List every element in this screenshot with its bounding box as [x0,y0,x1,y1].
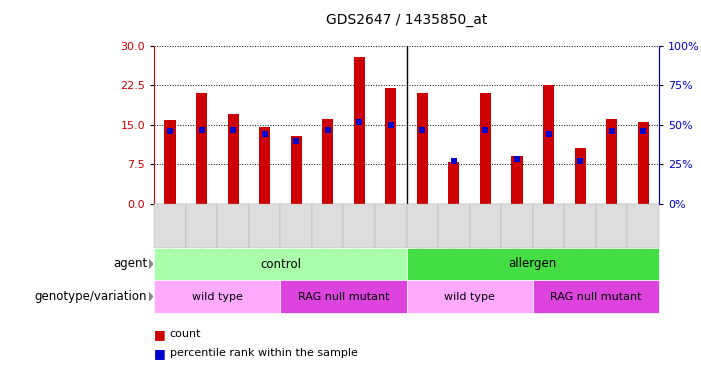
Point [291,137,302,144]
Point [353,119,365,125]
Bar [291,136,301,204]
Point [606,128,617,134]
Text: RAG null mutant: RAG null mutant [550,291,641,302]
Bar [480,93,491,204]
Bar [322,119,333,204]
Text: wild type: wild type [192,291,243,302]
Bar [165,119,175,204]
Polygon shape [149,260,153,269]
Point [479,126,491,132]
Bar [575,149,585,204]
Point [511,156,522,162]
Bar [196,93,207,204]
Bar [417,93,428,204]
Point [322,126,334,132]
Text: wild type: wild type [444,291,495,302]
Text: RAG null mutant: RAG null mutant [298,291,389,302]
Point [259,131,271,137]
Bar [386,88,396,204]
Point [637,128,648,134]
Text: genotype/variation: genotype/variation [35,290,147,303]
Bar [259,127,270,204]
Point [227,126,238,132]
Point [196,126,207,132]
Text: count: count [170,329,201,339]
Point [164,128,175,134]
Bar [449,162,459,204]
Bar [512,156,522,204]
Text: GDS2647 / 1435850_at: GDS2647 / 1435850_at [326,13,487,27]
Point [543,131,554,137]
Text: allergen: allergen [509,258,557,270]
Point [449,158,460,164]
Bar [543,86,554,204]
Text: control: control [260,258,301,270]
Polygon shape [149,292,153,301]
Bar [354,56,365,204]
Bar [228,114,238,204]
Point [386,122,397,128]
Point [574,158,585,164]
Bar [606,119,617,204]
Text: ■: ■ [154,328,166,341]
Text: ■: ■ [154,347,166,360]
Bar [638,122,648,204]
Text: agent: agent [113,258,147,270]
Text: percentile rank within the sample: percentile rank within the sample [170,348,358,358]
Point [416,126,428,132]
